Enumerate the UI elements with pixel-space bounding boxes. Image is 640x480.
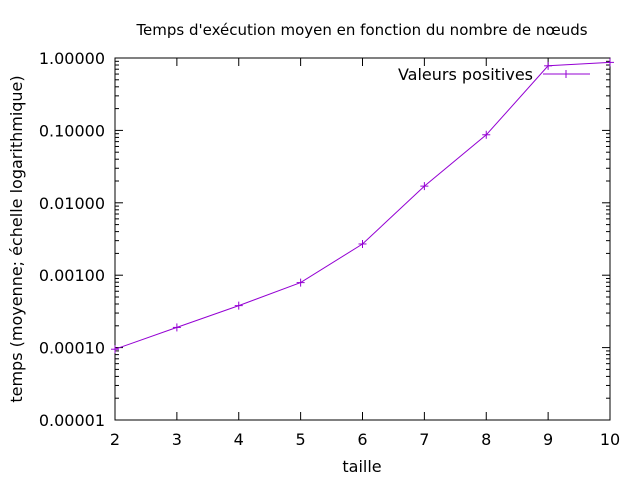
data-point — [296, 278, 305, 287]
legend-marker — [562, 70, 570, 78]
data-point — [482, 130, 491, 139]
legend: Valeurs positives — [398, 65, 590, 84]
x-tick-label: 8 — [481, 430, 491, 449]
y-tick-label: 0.01000 — [39, 194, 105, 213]
y-tick-labels: 1.00000 0.10000 0.01000 0.00100 0.00010 0.000… — [39, 49, 105, 430]
series-line — [114, 61, 611, 350]
x-tick-label: 9 — [543, 430, 553, 449]
x-tick-label: 3 — [172, 430, 182, 449]
data-point — [111, 345, 119, 354]
x-axis-label: taille — [342, 457, 381, 476]
y-axis-label: temps (moyenne; échelle logarithmique) — [7, 75, 26, 402]
x-tick-label: 4 — [234, 430, 244, 449]
data-point — [606, 58, 614, 67]
y-tick-label: 0.00010 — [39, 339, 105, 358]
x-tick-labels: 2 3 4 5 6 7 8 9 10 — [110, 430, 620, 449]
y-tick-label: 1.00000 — [39, 49, 105, 68]
data-point — [358, 239, 367, 248]
data-point — [420, 182, 429, 191]
data-point — [172, 323, 181, 332]
data-point — [234, 301, 243, 310]
y-tick-label: 0.10000 — [39, 121, 105, 140]
chart-title: Temps d'exécution moyen en fonction du n… — [135, 21, 587, 39]
x-tick-label: 5 — [296, 430, 306, 449]
y-tick-label: 0.00001 — [39, 411, 105, 430]
x-tick-label: 10 — [600, 430, 620, 449]
axis-ticks — [114, 57, 611, 421]
plot-frame — [114, 57, 611, 421]
data-point — [544, 61, 553, 70]
x-tick-label: 6 — [357, 430, 367, 449]
x-tick-label: 7 — [419, 430, 429, 449]
legend-label: Valeurs positives — [398, 65, 533, 84]
series-group — [111, 58, 614, 354]
y-tick-label: 0.00100 — [39, 266, 105, 285]
x-tick-label: 2 — [110, 430, 120, 449]
